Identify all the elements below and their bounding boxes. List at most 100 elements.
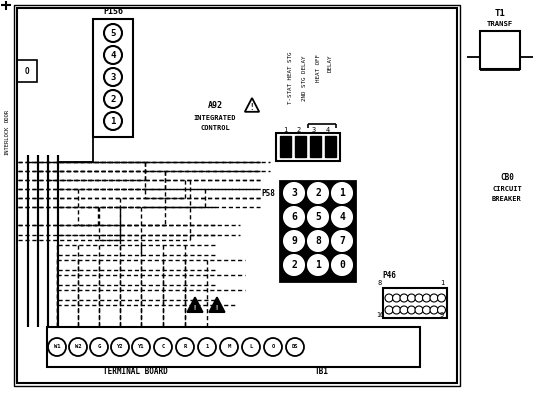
Bar: [295, 136, 306, 157]
Text: 2: 2: [291, 260, 297, 270]
Text: DELAY: DELAY: [327, 54, 332, 72]
Bar: [14, 5, 460, 386]
Text: A92: A92: [208, 100, 223, 109]
Text: CIRCUIT: CIRCUIT: [492, 186, 522, 192]
Circle shape: [154, 338, 172, 356]
Circle shape: [430, 306, 438, 314]
Text: Y2: Y2: [117, 344, 123, 350]
Circle shape: [408, 294, 416, 302]
Text: 4: 4: [326, 127, 330, 133]
Text: Y1: Y1: [138, 344, 144, 350]
Circle shape: [438, 306, 445, 314]
Text: W2: W2: [75, 344, 81, 350]
Circle shape: [423, 294, 430, 302]
Text: 1: 1: [283, 127, 287, 133]
Text: 4: 4: [339, 212, 345, 222]
Text: 1: 1: [315, 260, 321, 270]
Text: 6: 6: [291, 212, 297, 222]
Bar: [310, 136, 321, 157]
Bar: [47, 327, 420, 367]
Text: 5: 5: [315, 212, 321, 222]
Text: 8: 8: [315, 236, 321, 246]
Bar: [280, 136, 291, 157]
Text: R: R: [183, 344, 187, 350]
Text: 1: 1: [206, 344, 209, 350]
Circle shape: [284, 183, 304, 203]
Circle shape: [308, 231, 328, 251]
Text: TERMINAL BOARD: TERMINAL BOARD: [102, 367, 167, 376]
Text: 16: 16: [376, 312, 384, 318]
Circle shape: [104, 24, 122, 42]
Circle shape: [284, 231, 304, 251]
Polygon shape: [209, 297, 225, 312]
Text: !: !: [215, 305, 219, 311]
Text: !: !: [250, 103, 254, 113]
Polygon shape: [187, 297, 203, 312]
Circle shape: [198, 338, 216, 356]
Text: CONTROL: CONTROL: [200, 125, 230, 131]
Circle shape: [104, 112, 122, 130]
Text: 2: 2: [110, 94, 116, 103]
Text: 2ND STG DELAY: 2ND STG DELAY: [301, 55, 306, 101]
Text: INTERLOCK: INTERLOCK: [4, 125, 9, 154]
Circle shape: [438, 294, 445, 302]
Text: W1: W1: [54, 344, 60, 350]
Circle shape: [90, 338, 108, 356]
Circle shape: [400, 294, 408, 302]
Text: L: L: [249, 344, 253, 350]
Circle shape: [308, 255, 328, 275]
Circle shape: [132, 338, 150, 356]
Circle shape: [69, 338, 87, 356]
Circle shape: [385, 294, 393, 302]
Text: 1: 1: [440, 280, 444, 286]
Text: 9: 9: [291, 236, 297, 246]
Text: DOOR: DOOR: [4, 109, 9, 122]
Circle shape: [332, 207, 352, 227]
Text: 9: 9: [440, 312, 444, 318]
Bar: [17, 60, 37, 82]
Text: 7: 7: [339, 236, 345, 246]
Circle shape: [286, 338, 304, 356]
Bar: [17, 8, 457, 383]
Text: C: C: [161, 344, 165, 350]
Text: CB0: CB0: [500, 173, 514, 182]
Circle shape: [392, 306, 401, 314]
Text: HEAT OFF: HEAT OFF: [316, 54, 321, 82]
Circle shape: [176, 338, 194, 356]
Text: 5: 5: [110, 28, 116, 38]
Text: 1: 1: [110, 117, 116, 126]
Text: 3: 3: [110, 73, 116, 81]
Text: 1: 1: [339, 188, 345, 198]
Text: T1: T1: [495, 9, 505, 17]
Circle shape: [104, 68, 122, 86]
Text: P58: P58: [261, 188, 275, 198]
Bar: [93, 19, 133, 137]
Text: INTEGRATED: INTEGRATED: [194, 115, 236, 121]
Text: 2: 2: [315, 188, 321, 198]
Bar: [276, 133, 340, 161]
Text: BREAKER: BREAKER: [492, 196, 522, 202]
Circle shape: [111, 338, 129, 356]
Circle shape: [408, 306, 416, 314]
Text: P156: P156: [103, 8, 123, 17]
Circle shape: [430, 294, 438, 302]
Bar: [325, 136, 336, 157]
Circle shape: [415, 294, 423, 302]
Circle shape: [423, 306, 430, 314]
Text: 8: 8: [378, 280, 382, 286]
Circle shape: [385, 306, 393, 314]
Circle shape: [220, 338, 238, 356]
Text: TB1: TB1: [315, 367, 329, 376]
Circle shape: [104, 90, 122, 108]
Text: T-STAT HEAT STG: T-STAT HEAT STG: [288, 52, 293, 104]
Bar: [480, 31, 520, 69]
Circle shape: [264, 338, 282, 356]
Circle shape: [332, 183, 352, 203]
Text: P46: P46: [382, 271, 396, 280]
Text: DS: DS: [292, 344, 298, 350]
Circle shape: [392, 294, 401, 302]
Bar: [280, 181, 355, 281]
Text: M: M: [227, 344, 230, 350]
Text: 3: 3: [291, 188, 297, 198]
Text: 4: 4: [110, 51, 116, 60]
